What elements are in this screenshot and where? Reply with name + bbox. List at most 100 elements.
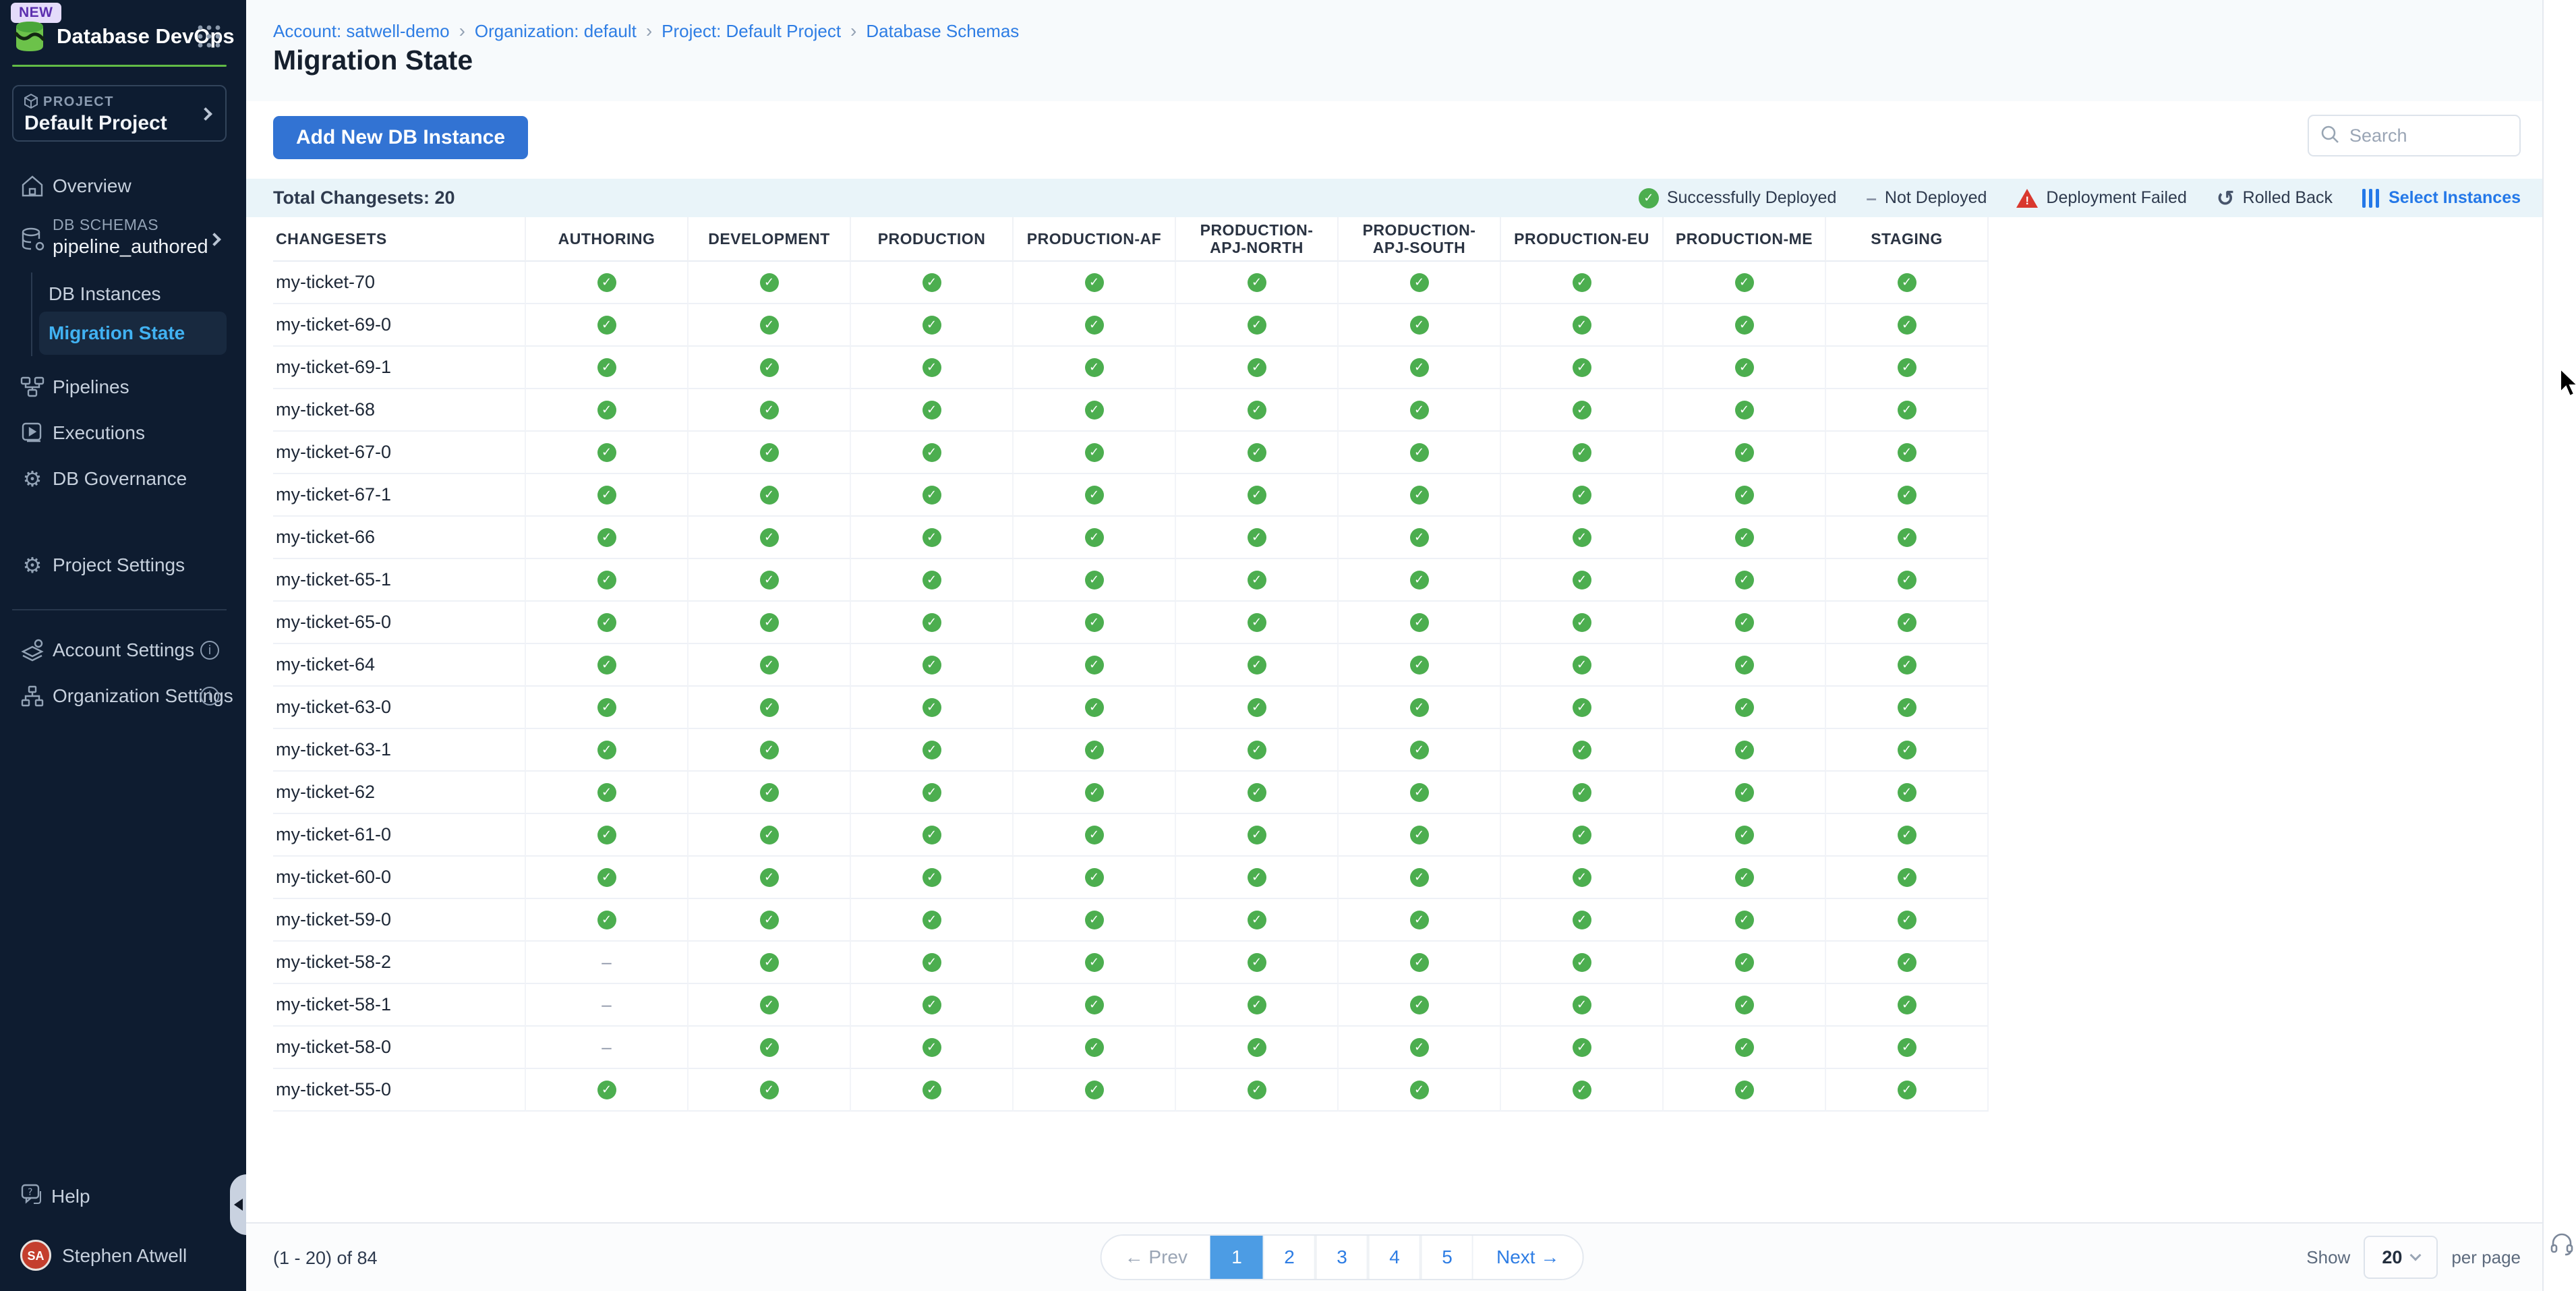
deployed-check-icon: ✓ <box>922 400 941 420</box>
status-cell: ✓ <box>689 814 851 857</box>
sidebar-item-db-instances[interactable]: DB Instances <box>39 275 227 312</box>
breadcrumb-link[interactable]: Database Schemas <box>866 21 1020 41</box>
sidebar-item-project-settings[interactable]: ⚙ Project Settings <box>0 548 246 583</box>
breadcrumb-link[interactable]: Account: satwell-demo <box>273 21 450 41</box>
deployed-check-icon: ✓ <box>1247 272 1266 292</box>
status-cell: ✓ <box>1339 729 1501 772</box>
support-headset-icon[interactable] <box>2549 1232 2575 1257</box>
table-row[interactable]: my-ticket-69-0 ✓ ✓ ✓ ✓ ✓ ✓ ✓ ✓ ✓ <box>273 304 1989 347</box>
chevron-right-icon <box>208 233 221 246</box>
table-row[interactable]: my-ticket-60-0 ✓ ✓ ✓ ✓ ✓ ✓ ✓ ✓ ✓ <box>273 857 1989 899</box>
deployed-check-icon: ✓ <box>1247 1080 1266 1099</box>
next-page-button[interactable]: Next → <box>1473 1236 1583 1279</box>
column-header: CHANGESETS <box>273 217 526 262</box>
table-row[interactable]: my-ticket-58-0 – ✓ ✓ ✓ ✓ ✓ ✓ ✓ ✓ <box>273 1027 1989 1069</box>
status-cell: ✓ <box>1176 1027 1339 1069</box>
status-cell: ✓ <box>1339 857 1501 899</box>
breadcrumb-link[interactable]: Project: Default Project <box>662 21 842 41</box>
app-grid-icon[interactable] <box>197 24 221 49</box>
deployed-check-icon: ✓ <box>759 952 779 972</box>
user-menu[interactable]: SA Stephen Atwell <box>0 1238 246 1276</box>
search-input[interactable] <box>2349 125 2505 146</box>
status-cell: ✓ <box>526 304 689 347</box>
deployed-check-icon: ✓ <box>759 782 779 802</box>
status-cell: ✓ <box>1501 559 1664 602</box>
table-body: my-ticket-70 ✓ ✓ ✓ ✓ ✓ ✓ ✓ ✓ ✓ my-ticket-69-0 ✓ ✓ ✓ ✓ ✓… <box>273 262 1989 1112</box>
status-cell: ✓ <box>1501 644 1664 687</box>
status-cell: ✓ <box>1176 1069 1339 1112</box>
status-cell: ✓ <box>851 729 1014 772</box>
page-button-3[interactable]: 3 <box>1316 1236 1368 1279</box>
status-cell: ✓ <box>526 559 689 602</box>
table-row[interactable]: my-ticket-58-1 – ✓ ✓ ✓ ✓ ✓ ✓ ✓ ✓ <box>273 984 1989 1027</box>
table-row[interactable]: my-ticket-61-0 ✓ ✓ ✓ ✓ ✓ ✓ ✓ ✓ ✓ <box>273 814 1989 857</box>
status-cell: ✓ <box>1176 984 1339 1027</box>
sidebar-item-db-governance[interactable]: ⚙ DB Governance <box>0 461 246 496</box>
table-row[interactable]: my-ticket-70 ✓ ✓ ✓ ✓ ✓ ✓ ✓ ✓ ✓ <box>273 262 1989 304</box>
page-button-5[interactable]: 5 <box>1421 1236 1473 1279</box>
select-instances-button[interactable]: Select Instances <box>2362 188 2521 208</box>
column-header: PRODUCTION-EU <box>1501 217 1664 262</box>
table-row[interactable]: my-ticket-66 ✓ ✓ ✓ ✓ ✓ ✓ ✓ ✓ ✓ <box>273 517 1989 559</box>
sidebar-item-organization-settings[interactable]: Organization Settings i <box>0 679 246 714</box>
table-row[interactable]: my-ticket-63-0 ✓ ✓ ✓ ✓ ✓ ✓ ✓ ✓ ✓ <box>273 687 1989 729</box>
sidebar-item-help[interactable]: ? Help <box>0 1179 246 1214</box>
status-cell: ✓ <box>851 899 1014 942</box>
table-row[interactable]: my-ticket-68 ✓ ✓ ✓ ✓ ✓ ✓ ✓ ✓ ✓ <box>273 389 1989 432</box>
project-selector[interactable]: PROJECT Default Project <box>12 85 227 142</box>
right-rail <box>2542 0 2576 1291</box>
status-cell: ✓ <box>851 644 1014 687</box>
sidebar-item-account-settings[interactable]: Account Settings i <box>0 633 246 668</box>
sidebar-item-pipelines[interactable]: Pipelines <box>0 370 246 405</box>
page-button-2[interactable]: 2 <box>1263 1236 1316 1279</box>
deployed-check-icon: ✓ <box>1897 527 1916 547</box>
table-row[interactable]: my-ticket-69-1 ✓ ✓ ✓ ✓ ✓ ✓ ✓ ✓ ✓ <box>273 347 1989 389</box>
search-box[interactable] <box>2308 115 2521 156</box>
subtree-line <box>31 272 32 356</box>
table-row[interactable]: my-ticket-65-0 ✓ ✓ ✓ ✓ ✓ ✓ ✓ ✓ ✓ <box>273 602 1989 644</box>
sidebar-item-overview[interactable]: Overview <box>0 169 246 204</box>
changeset-name-cell: my-ticket-70 <box>273 262 526 304</box>
table-row[interactable]: my-ticket-63-1 ✓ ✓ ✓ ✓ ✓ ✓ ✓ ✓ ✓ <box>273 729 1989 772</box>
sidebar-collapse-handle[interactable] <box>230 1174 247 1235</box>
deployed-check-icon: ✓ <box>922 995 941 1014</box>
table-row[interactable]: my-ticket-67-1 ✓ ✓ ✓ ✓ ✓ ✓ ✓ ✓ ✓ <box>273 474 1989 517</box>
sidebar-item-label: Help <box>51 1186 90 1207</box>
deployed-check-icon: ✓ <box>1409 272 1429 292</box>
changeset-name-cell: my-ticket-65-1 <box>273 559 526 602</box>
changeset-name-cell: my-ticket-58-0 <box>273 1027 526 1069</box>
prev-page-button[interactable]: ← Prev <box>1101 1236 1210 1279</box>
deployed-check-icon: ✓ <box>1409 995 1429 1014</box>
dash-icon: – <box>1866 187 1877 208</box>
deployed-check-icon: ✓ <box>1409 1037 1429 1057</box>
deployed-check-icon: ✓ <box>597 442 616 462</box>
sidebar-item-executions[interactable]: Executions <box>0 415 246 451</box>
table-row[interactable]: my-ticket-55-0 ✓ ✓ ✓ ✓ ✓ ✓ ✓ ✓ ✓ <box>273 1069 1989 1112</box>
table-row[interactable]: my-ticket-59-0 ✓ ✓ ✓ ✓ ✓ ✓ ✓ ✓ ✓ <box>273 899 1989 942</box>
page-button-1[interactable]: 1 <box>1210 1236 1263 1279</box>
add-new-db-instance-button[interactable]: Add New DB Instance <box>273 116 529 159</box>
brand-divider <box>12 65 227 67</box>
info-icon[interactable]: i <box>200 641 219 660</box>
breadcrumb-link[interactable]: Organization: default <box>474 21 637 41</box>
page-button-4[interactable]: 4 <box>1368 1236 1421 1279</box>
deployed-check-icon: ✓ <box>597 867 616 887</box>
table-row[interactable]: my-ticket-62 ✓ ✓ ✓ ✓ ✓ ✓ ✓ ✓ ✓ <box>273 772 1989 814</box>
table-row[interactable]: my-ticket-58-2 – ✓ ✓ ✓ ✓ ✓ ✓ ✓ ✓ <box>273 942 1989 984</box>
deployed-check-icon: ✓ <box>1734 995 1754 1014</box>
status-cell: ✓ <box>1664 304 1826 347</box>
status-cell: ✓ <box>1501 1027 1664 1069</box>
status-cell: ✓ <box>1664 602 1826 644</box>
sidebar-item-db-schemas[interactable]: DB SCHEMAS pipeline_authored <box>0 214 246 268</box>
info-icon[interactable]: i <box>200 687 219 706</box>
table-row[interactable]: my-ticket-67-0 ✓ ✓ ✓ ✓ ✓ ✓ ✓ ✓ ✓ <box>273 432 1989 474</box>
status-cell: ✓ <box>1501 899 1664 942</box>
page-size-select[interactable]: 20 <box>2364 1236 2438 1279</box>
deployed-check-icon: ✓ <box>759 442 779 462</box>
table-row[interactable]: my-ticket-64 ✓ ✓ ✓ ✓ ✓ ✓ ✓ ✓ ✓ <box>273 644 1989 687</box>
table-row[interactable]: my-ticket-65-1 ✓ ✓ ✓ ✓ ✓ ✓ ✓ ✓ ✓ <box>273 559 1989 602</box>
changeset-name-cell: my-ticket-60-0 <box>273 857 526 899</box>
deployed-check-icon: ✓ <box>922 1080 941 1099</box>
deployed-check-icon: ✓ <box>922 442 941 462</box>
sidebar-item-migration-state[interactable]: Migration State <box>39 312 227 355</box>
